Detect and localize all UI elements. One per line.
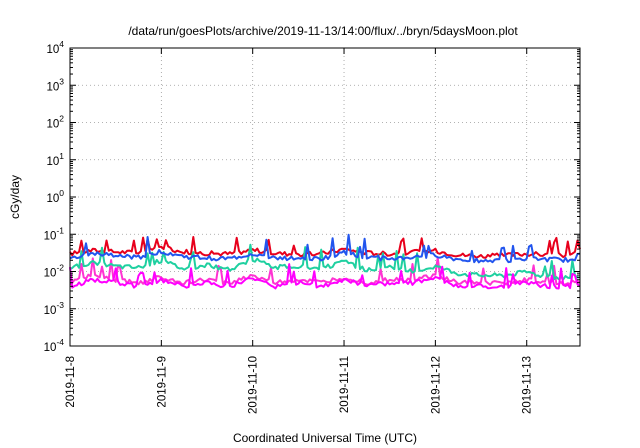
series-line (69, 236, 581, 259)
y-tick-label: 100 (46, 188, 64, 205)
x-tick-label: 2019-11-12 (430, 356, 442, 414)
y-tick-exponent: -1 (56, 225, 64, 235)
y-tick-base: 10 (44, 230, 57, 242)
chart-title: /data/run/goesPlots/archive/2019-11-13/1… (128, 24, 518, 38)
y-tick-base: 10 (44, 305, 57, 317)
grid (70, 48, 580, 346)
ticks (69, 47, 580, 347)
x-tick-label: 2019-11-11 (339, 356, 351, 413)
y-tick-exponent: 0 (59, 188, 64, 198)
y-tick-exponent: -4 (56, 337, 64, 347)
y-tick-base: 10 (46, 81, 59, 93)
y-tick-exponent: 2 (59, 114, 64, 124)
y-tick-exponent: -2 (56, 263, 64, 273)
series-layer (69, 233, 581, 290)
y-tick-exponent: 3 (59, 76, 64, 86)
y-tick-exponent: 4 (59, 39, 64, 49)
series-line (69, 233, 581, 264)
y-tick-base: 10 (46, 119, 59, 131)
series-line (69, 263, 581, 290)
x-tick-label: 2019-11-8 (65, 356, 77, 408)
y-tick-label: 10-2 (44, 263, 65, 280)
y-tick-label: 104 (46, 39, 64, 56)
y-axis-label: cGy/day (8, 175, 22, 219)
x-tick-labels: 2019-11-8 2019-11-9 2019-11-10 2019-11-11 20… (65, 356, 534, 414)
y-tick-label: 101 (46, 151, 64, 168)
x-tick-label: 2019-11-10 (248, 356, 260, 414)
y-tick-base: 10 (46, 156, 59, 168)
y-tick-base: 10 (46, 193, 59, 205)
y-tick-exponent: 1 (59, 151, 64, 161)
y-tick-exponent: -3 (56, 300, 64, 310)
y-tick-base: 10 (44, 342, 57, 354)
series-line (69, 243, 581, 281)
y-tick-label: 103 (46, 76, 64, 93)
y-tick-label: 102 (46, 114, 64, 131)
y-tick-label: 10-1 (44, 225, 65, 242)
y-tick-base: 10 (44, 268, 57, 280)
y-tick-label: 10-4 (44, 337, 65, 354)
x-axis-label: Coordinated Universal Time (UTC) (233, 431, 417, 445)
x-tick-label: 2019-11-13 (522, 356, 534, 414)
y-tick-label: 10-3 (44, 300, 65, 317)
y-tick-base: 10 (46, 44, 59, 56)
x-tick-label: 2019-11-9 (156, 356, 168, 408)
